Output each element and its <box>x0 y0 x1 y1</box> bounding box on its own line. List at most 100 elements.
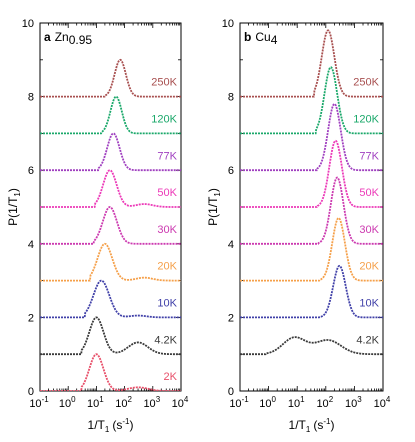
y-tick-label: 8 <box>228 92 234 104</box>
panel-sample-name: Cu <box>255 30 270 44</box>
series-line-50K <box>40 169 181 208</box>
x-axis-title-tail: ) <box>129 418 133 432</box>
x-tick-label: 102 <box>316 395 333 410</box>
x-tick-base: 10 <box>288 398 300 410</box>
y-axis-title-tail: ) <box>206 188 220 192</box>
x-tick-label: 104 <box>172 395 189 410</box>
panel-sample-name: Zn <box>55 30 69 44</box>
x-axis-title-unit-sup: -1 <box>122 417 130 426</box>
series-label: 250K <box>353 77 379 89</box>
panel-sample-subscript: 4 <box>271 33 278 47</box>
x-axis-title: 1/T1 (s-1) <box>88 417 134 434</box>
series-line-250K <box>40 58 181 98</box>
series-label: 10K <box>157 298 177 310</box>
x-tick-exponent: 1 <box>300 395 305 404</box>
panel-title: b Cu4 <box>244 30 278 47</box>
series-label: 250K <box>151 77 177 89</box>
y-axis-title-sub: 1 <box>13 192 22 197</box>
y-tick-label: 4 <box>28 239 34 251</box>
x-axis-title-main: 1/T <box>289 418 307 432</box>
x-tick-exponent: 4 <box>184 395 189 404</box>
y-tick-label: 2 <box>28 312 34 324</box>
x-axis-title-main: 1/T <box>88 418 106 432</box>
y-tick-label: 0 <box>228 386 234 398</box>
series-line-10K <box>240 264 383 319</box>
series-label: 120K <box>353 114 379 126</box>
x-tick-exponent: -1 <box>42 395 50 404</box>
x-axis-title-sub: 1 <box>105 425 110 434</box>
x-tick-base: 10 <box>115 398 127 410</box>
x-tick-base: 10 <box>172 398 184 410</box>
x-tick-base: 10 <box>29 398 41 410</box>
series-label: 2K <box>164 371 178 383</box>
series-label: 50K <box>359 187 379 199</box>
y-tick-label: 4 <box>228 239 234 251</box>
x-tick-base: 10 <box>374 398 386 410</box>
series-label: 20K <box>157 261 177 273</box>
series-line-77K <box>40 132 181 172</box>
series-label: 4.2K <box>356 334 379 346</box>
series-line-30K <box>40 206 181 245</box>
x-tick-exponent: 4 <box>386 395 391 404</box>
y-tick-label: 0 <box>28 386 34 398</box>
series-label: 77K <box>157 150 177 162</box>
series-label: 30K <box>157 224 177 236</box>
series-line-120K <box>240 66 383 135</box>
x-tick-exponent: 0 <box>71 395 76 404</box>
x-tick-label: 100 <box>259 395 276 410</box>
y-axis-title-tail: ) <box>6 188 20 192</box>
series-line-20K <box>40 242 181 282</box>
x-tick-label: 10-1 <box>229 395 249 410</box>
series-line-77K <box>240 103 383 172</box>
y-axis-title-main: P(1/T <box>6 196 20 226</box>
x-tick-base: 10 <box>143 398 155 410</box>
panel-title: a Zn0.95 <box>44 30 92 47</box>
series-line-20K <box>240 217 383 282</box>
x-tick-label: 103 <box>143 395 160 410</box>
series-line-2K <box>40 353 181 391</box>
y-axis-title-sub: 1 <box>213 192 222 197</box>
x-tick-exponent: 3 <box>156 395 161 404</box>
y-tick-label: 8 <box>28 92 34 104</box>
y-tick-label: 6 <box>228 165 234 177</box>
panel-letter: b <box>244 30 251 44</box>
x-tick-base: 10 <box>87 398 99 410</box>
y-tick-label: 2 <box>228 312 234 324</box>
x-tick-label: 10-1 <box>29 395 49 410</box>
series-label: 50K <box>157 187 177 199</box>
x-tick-base: 10 <box>259 398 271 410</box>
series-label: 10K <box>359 298 379 310</box>
x-axis-title-unit: (s <box>112 418 122 432</box>
x-tick-label: 100 <box>59 395 76 410</box>
x-tick-label: 103 <box>345 395 362 410</box>
panel-letter: a <box>44 30 51 44</box>
x-tick-base: 10 <box>59 398 71 410</box>
x-tick-label: 101 <box>87 395 104 410</box>
x-tick-exponent: 2 <box>127 395 132 404</box>
x-tick-base: 10 <box>316 398 328 410</box>
series-group <box>40 58 181 391</box>
y-tick-label: 6 <box>28 165 34 177</box>
y-tick-label: 10 <box>222 18 234 30</box>
series-line-10K <box>40 279 181 319</box>
series-line-120K <box>40 95 181 135</box>
y-axis-title: P(1/T1) <box>206 188 222 226</box>
x-axis-title: 1/T1 (s-1) <box>289 417 335 434</box>
x-axis-title-unit-sup: -1 <box>323 417 331 426</box>
x-axis-title-sub: 1 <box>306 425 311 434</box>
x-tick-base: 10 <box>229 398 241 410</box>
series-label: 30K <box>359 224 379 236</box>
y-axis-title: P(1/T1) <box>6 188 22 226</box>
series-group <box>240 29 383 356</box>
y-axis-title-main: P(1/T <box>206 196 220 226</box>
x-tick-exponent: 0 <box>271 395 276 404</box>
x-tick-label: 101 <box>288 395 305 410</box>
series-label: 77K <box>359 150 379 162</box>
series-label: 120K <box>151 114 177 126</box>
series-label: 20K <box>359 261 379 273</box>
x-tick-exponent: 2 <box>329 395 334 404</box>
